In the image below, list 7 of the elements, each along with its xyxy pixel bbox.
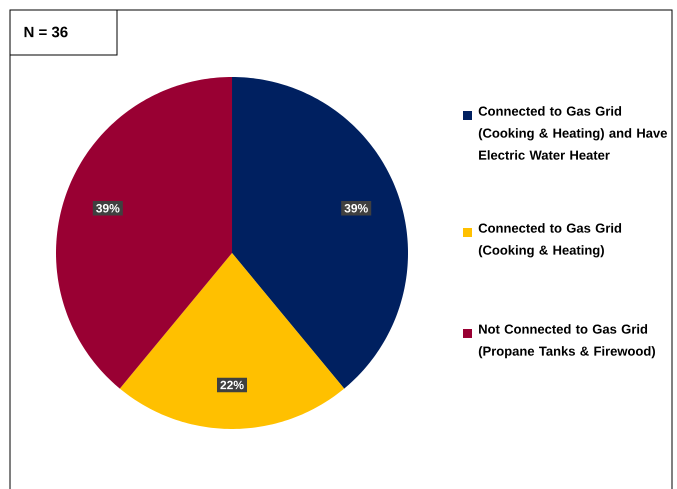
legend-label: Connected to Gas Grid (Cooking & Heating) (478, 223, 622, 258)
data-label: 22% (220, 380, 244, 390)
legend-label: Not Connected to Gas Grid (Propane Tanks & Firewood) (478, 324, 655, 358)
legend-label: Connected to Gas Grid (Cooking & Heating) and Have Electric Water Heater (478, 106, 667, 160)
chart-title: N = 36 (24, 26, 68, 38)
data-label: 39% (344, 204, 368, 213)
data-label: 39% (96, 204, 120, 213)
